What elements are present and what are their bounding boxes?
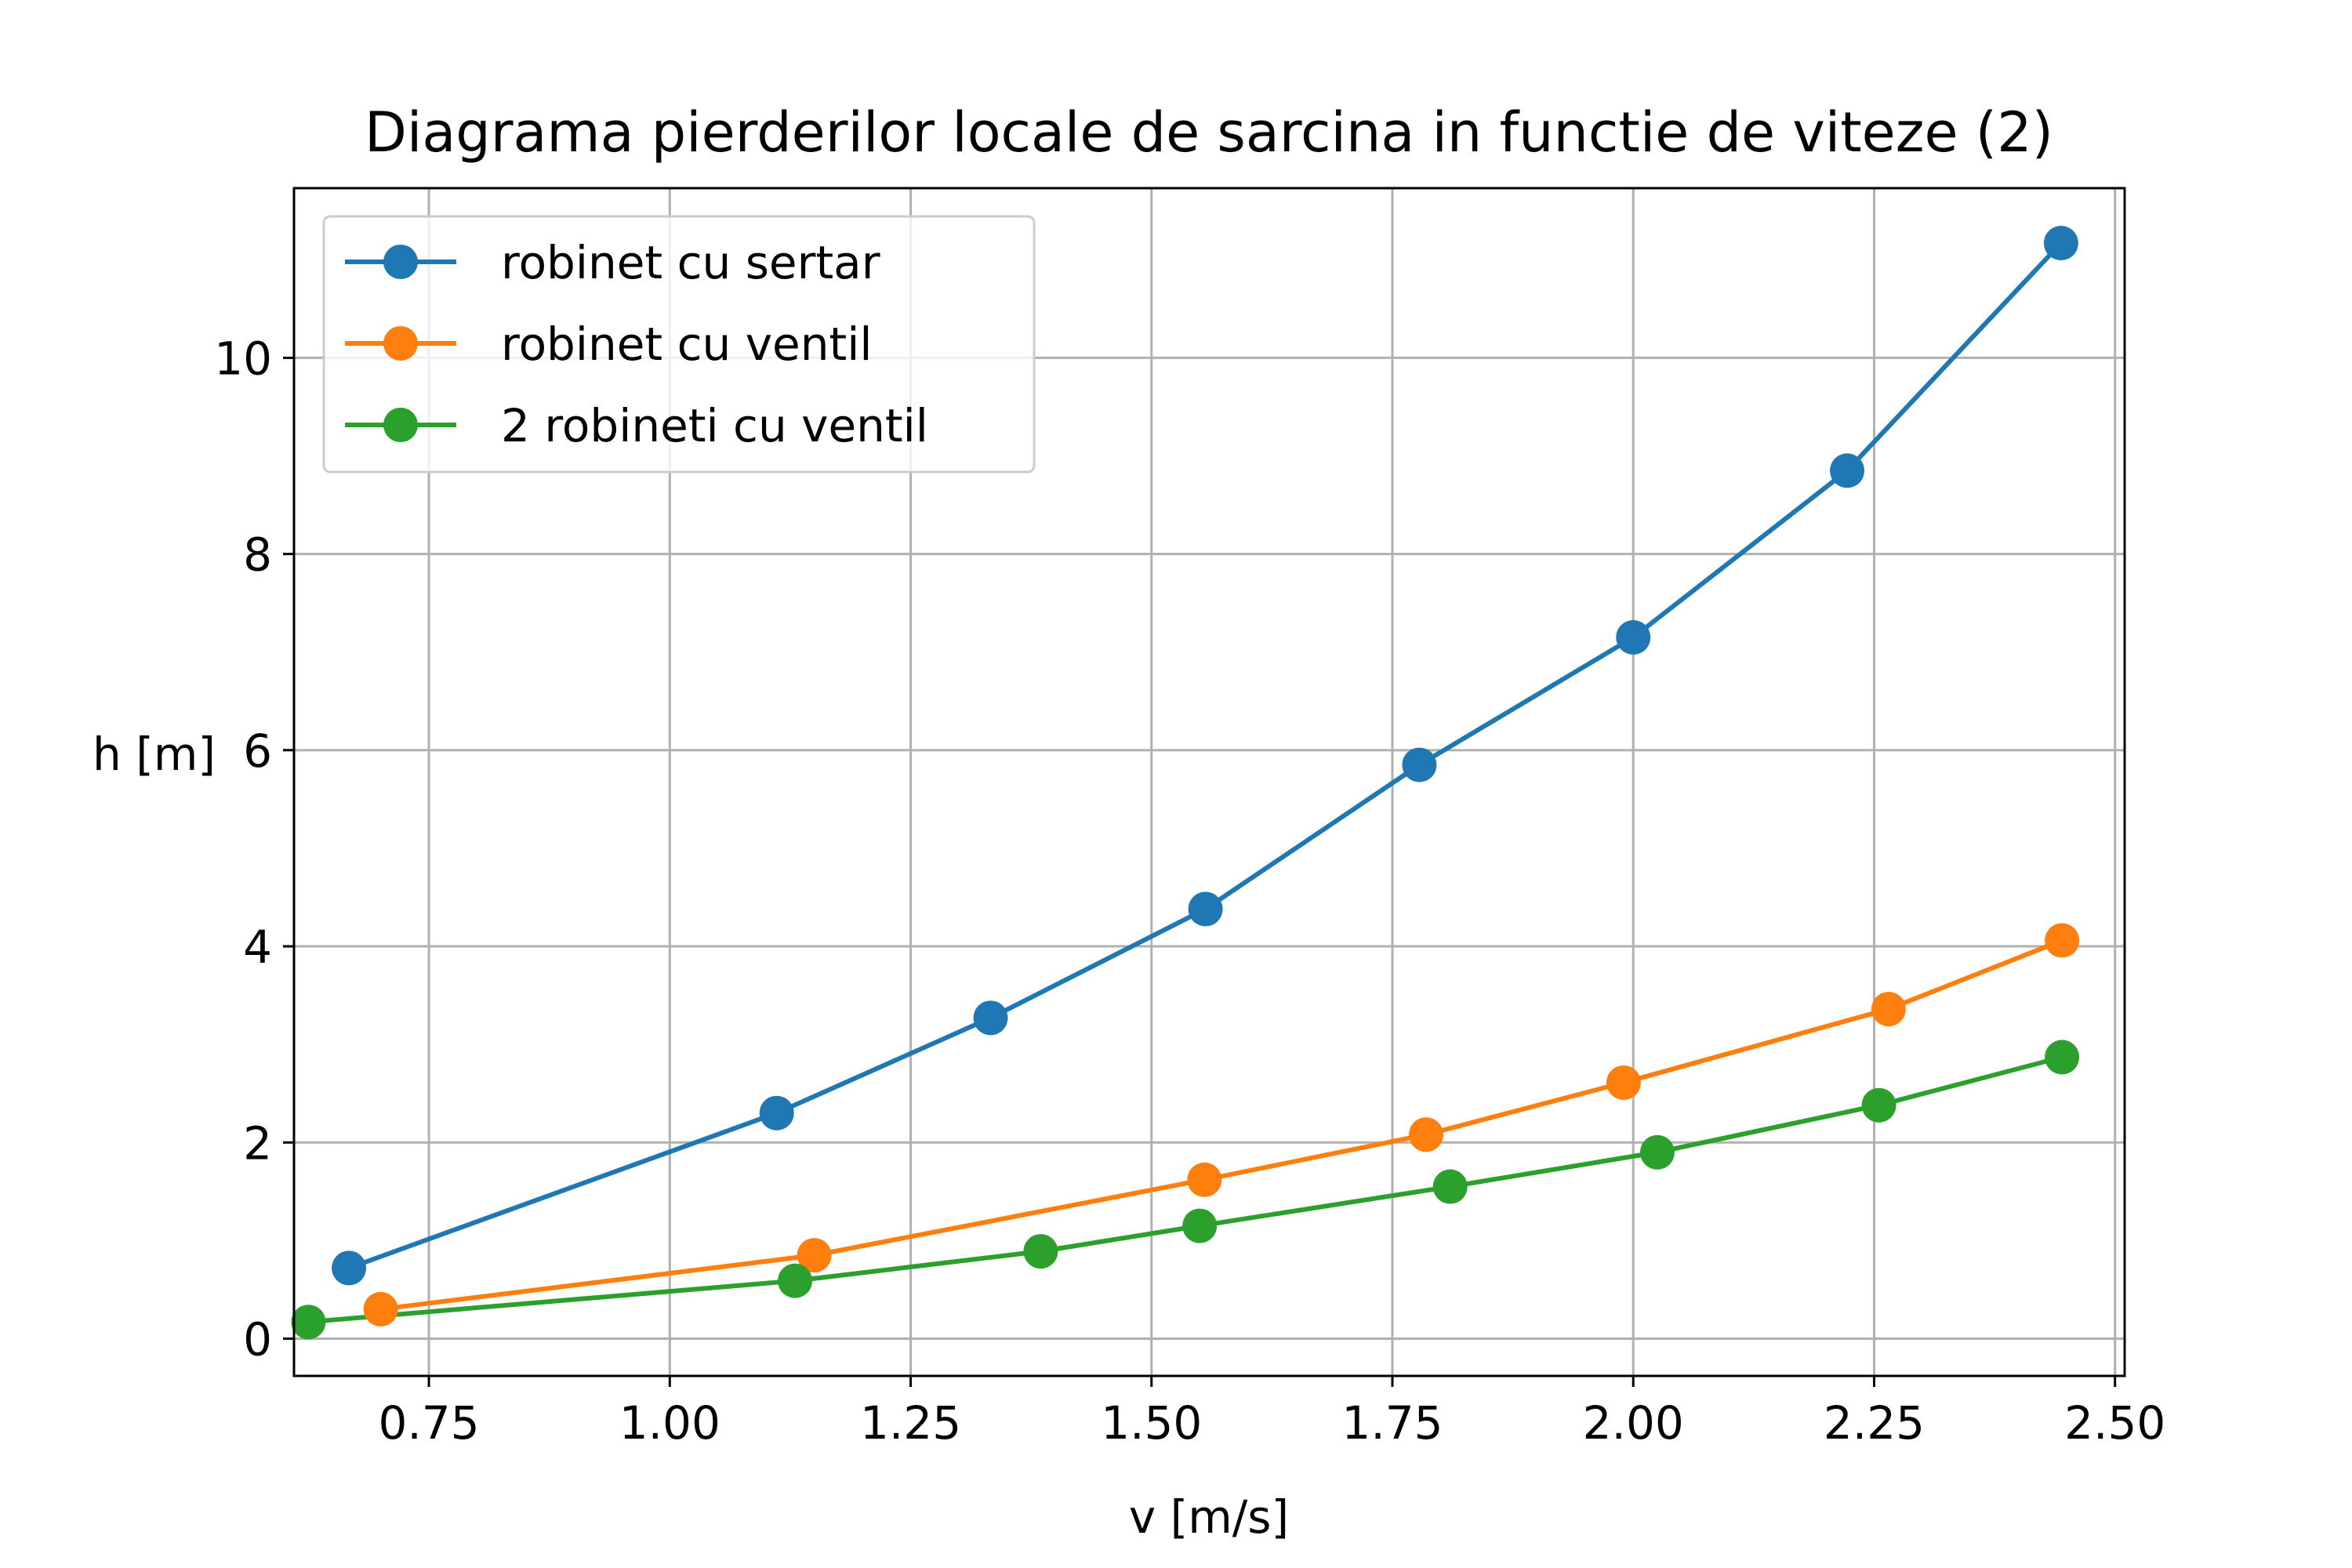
x-tick-label: 2.00 [1583,1396,1684,1450]
data-point [1188,891,1223,927]
data-point [1830,453,1865,488]
data-point [1616,619,1651,655]
series-markers [291,226,2080,1340]
x-tick-label: 2.25 [1824,1396,1925,1450]
data-point [1402,747,1437,782]
data-point [1023,1234,1058,1269]
legend-label: robinet cu ventil [501,318,872,371]
data-point [1432,1169,1468,1204]
data-point [291,1305,326,1340]
y-axis-label: h [m] [93,728,216,781]
legend-marker [383,408,418,442]
x-tick-label: 2.50 [2064,1396,2165,1450]
data-point [363,1291,398,1327]
x-tick-label: 1.25 [860,1396,961,1450]
data-point [1182,1208,1218,1243]
legend-label: 2 robineti cu ventil [501,399,928,452]
data-point [1871,992,1906,1027]
data-point [1187,1162,1222,1197]
y-tick-label: 4 [243,920,272,974]
x-tick-label: 1.00 [619,1396,720,1450]
data-point [797,1238,832,1273]
data-point [2043,226,2078,261]
series-line-2 [306,1054,2065,1325]
y-tick-label: 6 [243,724,272,778]
y-tick-label: 0 [243,1312,272,1366]
data-point [2045,923,2080,958]
data-point [1606,1065,1641,1100]
data-point [1639,1134,1675,1170]
data-point [2045,1040,2080,1075]
y-tick-label: 2 [243,1116,272,1170]
legend-marker [383,245,418,279]
data-point [973,1000,1008,1036]
x-axis-label: v [m/s] [1129,1490,1289,1544]
data-point [332,1250,367,1286]
x-tick-label: 0.75 [378,1396,479,1450]
data-point [1409,1117,1444,1152]
x-tick-label: 1.75 [1341,1396,1443,1450]
x-tick-label: 1.50 [1101,1396,1202,1450]
data-point [759,1095,794,1131]
legend: robinet cu sertar robinet cu ventil 2 robi… [322,215,1036,474]
legend-marker [383,326,418,361]
plot-frame [292,187,2126,1377]
legend-label: robinet cu sertar [501,236,880,289]
y-tick-label: 10 [214,332,272,385]
data-point [778,1263,813,1298]
series-line-0 [346,239,2065,1272]
legend-box [322,215,1036,474]
data-point [1861,1087,1896,1123]
chart-title: Diagrama pierderilor locale de sarcina i… [365,100,2053,165]
y-tick-label: 8 [243,528,272,582]
axis-ticks: 0.75 1.00 1.25 1.50 1.75 2.00 2.25 2.50 0 2 4 6 8 10 [214,332,2165,1450]
